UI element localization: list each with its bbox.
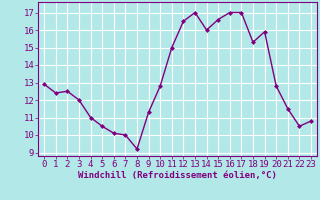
X-axis label: Windchill (Refroidissement éolien,°C): Windchill (Refroidissement éolien,°C) [78, 171, 277, 180]
